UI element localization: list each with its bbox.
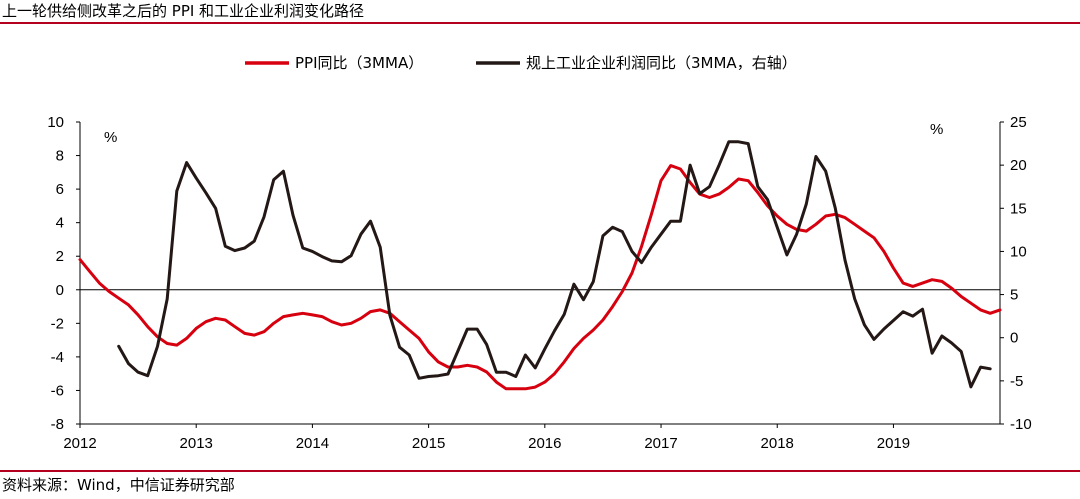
left-tick-label: -4 (51, 349, 64, 366)
right-tick-label: 5 (1010, 287, 1018, 304)
right-tick-label: 0 (1010, 330, 1018, 347)
x-tick-label: 2016 (528, 435, 561, 452)
x-tick-label: 2012 (63, 435, 96, 452)
ppi-series-line (78, 164, 1002, 391)
legend: PPI同比（3MMA） 规上工业企业利润同比（3MMA，右轴） (245, 54, 797, 72)
legend-profit-label: 规上工业企业利润同比（3MMA，右轴） (526, 54, 797, 72)
left-tick-label: 4 (56, 215, 64, 232)
source-note: 资料来源：Wind，中信证券研究部 (0, 470, 1080, 499)
right-tick-label: 20 (1010, 157, 1027, 174)
x-tick-label: 2018 (761, 435, 794, 452)
x-tick-label: 2015 (412, 435, 445, 452)
left-tick-label: -2 (51, 315, 64, 332)
right-unit-label: % (930, 121, 943, 138)
left-unit-label: % (104, 129, 117, 146)
left-tick-label: -8 (51, 416, 64, 433)
right-tick-label: 10 (1010, 243, 1027, 260)
right-tick-label: -5 (1010, 373, 1023, 390)
chart: PPI同比（3MMA） 规上工业企业利润同比（3MMA，右轴） 1086420-2… (47, 54, 1031, 452)
x-tick-label: 2019 (877, 435, 910, 452)
left-tick-label: 0 (56, 282, 64, 299)
left-tick-label: 6 (56, 181, 64, 198)
series-lines (78, 140, 1002, 391)
legend-ppi-label: PPI同比（3MMA） (295, 54, 423, 72)
profit-series-line (117, 140, 992, 389)
x-tick-label: 2013 (180, 435, 213, 452)
right-tick-label: 25 (1010, 114, 1027, 131)
x-tick-label: 2017 (644, 435, 677, 452)
right-tick-label: -10 (1010, 416, 1032, 433)
right-tick-label: 15 (1010, 200, 1027, 217)
left-tick-label: 10 (47, 114, 64, 131)
left-tick-label: -6 (51, 382, 64, 399)
left-tick-label: 8 (56, 148, 64, 165)
x-tick-label: 2014 (296, 435, 329, 452)
left-tick-label: 2 (56, 248, 64, 265)
chart-title: 上一轮供给侧改革之后的 PPI 和工业企业利润变化路径 (0, 0, 1080, 24)
